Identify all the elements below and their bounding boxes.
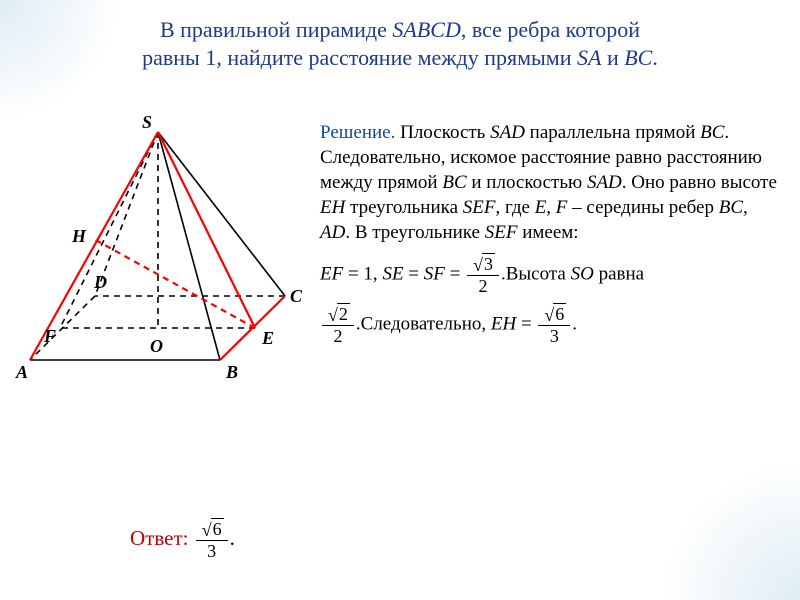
solution-phrase: и плоскостью: [467, 172, 587, 193]
fraction-sqrt3-over-2: 32: [467, 255, 499, 295]
segment-eh: EH: [320, 197, 345, 218]
point-label-f: F: [43, 326, 56, 346]
eq-text: =: [516, 314, 536, 335]
solution-phrase: треугольника: [345, 197, 462, 218]
eq-text: Следовательно,: [361, 314, 491, 335]
header-text: и: [601, 45, 624, 70]
triangle-sef: SEF: [463, 197, 496, 218]
equation-row-1: EF = 1, SE = SF = 32.Высота SO равна: [320, 255, 780, 295]
line-bc: BC: [719, 197, 743, 218]
answer: Ответ: 63.: [130, 520, 235, 560]
solution-phrase: , где: [495, 197, 534, 218]
fraction-sqrt2-over-2: 22: [322, 305, 354, 345]
comma: ,: [546, 197, 556, 218]
eq-text: = 1,: [343, 264, 382, 285]
point-label-h: H: [71, 226, 87, 246]
header-text: равны 1, найдите расстояние между прямым…: [142, 45, 577, 70]
answer-fraction: 63: [196, 520, 228, 560]
solution-phrase: . Оно равно высоте: [622, 172, 777, 193]
eq-text: =: [404, 264, 424, 285]
line-sa: SA: [577, 45, 601, 70]
segment-ef: EF: [320, 264, 343, 285]
point-label-b: B: [225, 362, 238, 382]
solution-phrase: Плоскость: [395, 122, 490, 143]
solution-label: Решение.: [320, 122, 395, 143]
header-text: , все ребра которой: [461, 17, 640, 42]
point-label-s: S: [142, 112, 152, 132]
triangle-sef: SEF: [485, 222, 518, 243]
line-bc: BC: [442, 172, 466, 193]
eq-text: равна: [594, 264, 644, 285]
point-label-e: E: [261, 328, 274, 348]
line-bc: BC: [700, 122, 724, 143]
pyramid-name: SABCD: [392, 17, 460, 42]
header-text: .: [652, 45, 658, 70]
point-label-o: O: [150, 336, 163, 356]
line-bc: BC: [624, 45, 652, 70]
decoration-bottom-right: [660, 460, 800, 600]
segment-se: SE: [382, 264, 403, 285]
fraction-sqrt6-over-3: 63: [538, 305, 570, 345]
plane-sad: SAD: [587, 172, 622, 193]
point-f: F: [556, 197, 568, 218]
solution-phrase: параллельна прямой: [525, 122, 700, 143]
segment-eh: EH: [491, 314, 516, 335]
point-label-a: A: [15, 362, 28, 382]
line-ad: AD: [320, 222, 345, 243]
plane-sad: SAD: [490, 122, 525, 143]
solution-phrase: . В треугольнике: [345, 222, 484, 243]
segment-so: SO: [571, 264, 594, 285]
problem-statement: В правильной пирамиде SABCD, все ребра к…: [0, 16, 800, 71]
pyramid-diagram: A B C D S E F O H: [10, 110, 310, 390]
point-label-d: D: [93, 272, 107, 292]
eq-text: =: [445, 264, 465, 285]
solution-phrase: имеем:: [517, 222, 578, 243]
solution-text: Решение. Плоскость SAD параллельна прямо…: [320, 120, 780, 345]
answer-label: Ответ:: [130, 526, 194, 550]
point-label-c: C: [290, 286, 303, 306]
equation-row-2: 22.Следовательно, EH = 63.: [320, 305, 780, 345]
comma: ,: [743, 197, 748, 218]
header-text: В правильной пирамиде: [160, 17, 392, 42]
eq-text: Высота: [506, 264, 571, 285]
segment-sf: SF: [424, 264, 445, 285]
point-e: E: [535, 197, 547, 218]
solution-phrase: – середины ребер: [567, 197, 718, 218]
